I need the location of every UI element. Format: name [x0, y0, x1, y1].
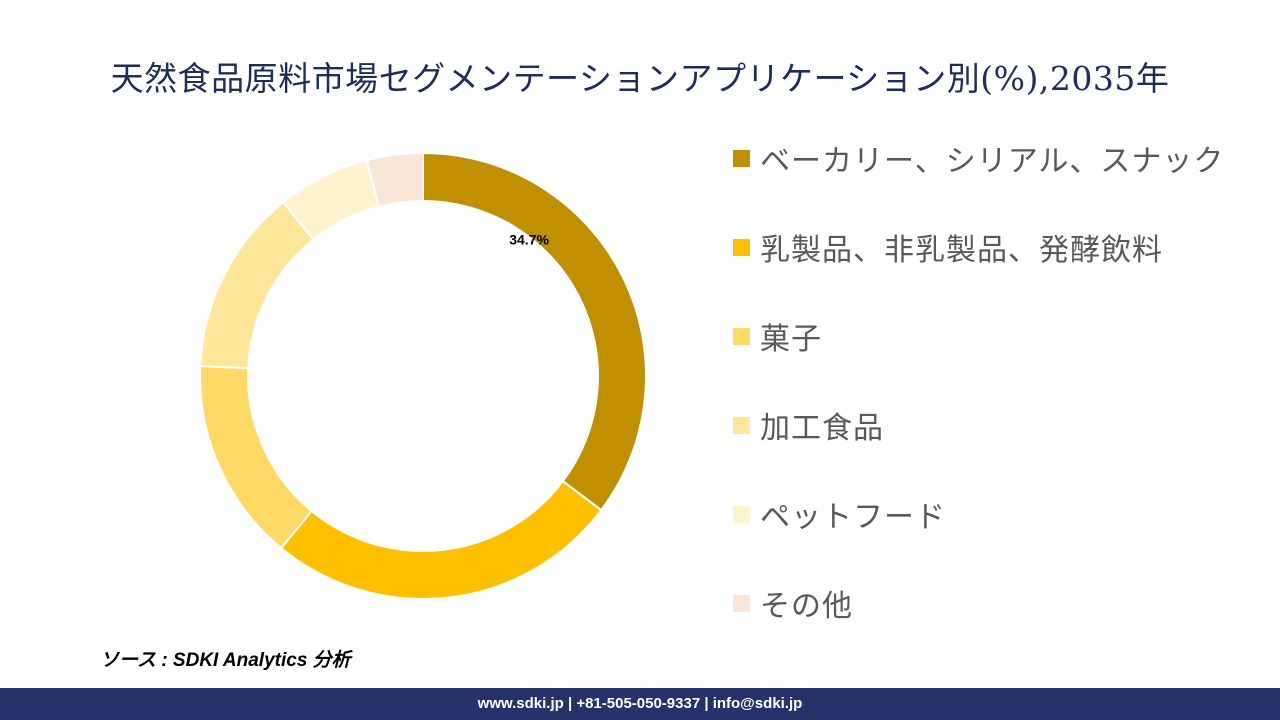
- legend-item-processed-food: 加工食品: [733, 403, 1273, 447]
- chart-legend: ベーカリー、シリアル、スナック 乳製品、非乳製品、発酵飲料 菓子 加工食品 ペッ…: [733, 136, 1273, 670]
- legend-label-other: その他: [760, 589, 853, 624]
- donut-slice-other: [365, 151, 424, 208]
- source-note: ソース : SDKI Analytics 分析: [100, 650, 351, 671]
- legend-swatch-dairy: [733, 238, 750, 256]
- legend-label-bakery: ベーカリー、シリアル、スナック: [760, 144, 1225, 179]
- donut-slice-dairy: [279, 479, 603, 600]
- legend-label-pet-food: ペットフード: [760, 500, 946, 535]
- legend-swatch-pet-food: [733, 505, 750, 523]
- legend-item-confectionery: 菓子: [733, 314, 1273, 358]
- legend-label-dairy: 乳製品、非乳製品、発酵飲料: [760, 233, 1163, 268]
- legend-label-confectionery: 菓子: [760, 322, 822, 357]
- legend-item-dairy: 乳製品、非乳製品、発酵飲料: [733, 225, 1273, 269]
- legend-item-other: その他: [733, 581, 1273, 625]
- data-label-bakery: 34.7%: [509, 231, 549, 247]
- donut-slice-processed-food: [199, 200, 315, 370]
- footer-contact-bar: www.sdki.jp | +81-505-050-9337 | info@sd…: [0, 688, 1280, 720]
- legend-swatch-other: [733, 594, 750, 612]
- donut-slice-confectionery: [199, 364, 314, 550]
- legend-swatch-bakery: [733, 149, 750, 167]
- donut-chart: 34.7%: [199, 151, 647, 600]
- legend-swatch-processed-food: [733, 416, 750, 434]
- donut-slice-bakery: [422, 151, 647, 512]
- legend-swatch-confectionery: [733, 327, 750, 345]
- legend-item-bakery: ベーカリー、シリアル、スナック: [733, 136, 1273, 180]
- legend-item-pet-food: ペットフード: [733, 492, 1273, 536]
- chart-title: 天然食品原料市場セグメンテーションアプリケーション別(%),2035年: [110, 59, 1170, 98]
- legend-label-processed-food: 加工食品: [760, 411, 884, 446]
